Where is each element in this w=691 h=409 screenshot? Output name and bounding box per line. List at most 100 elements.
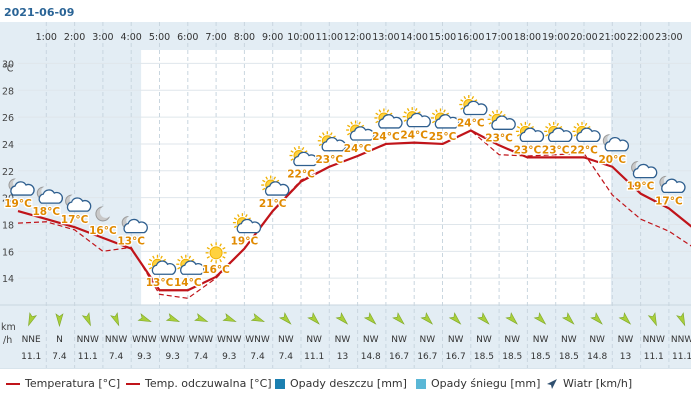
wind-arrow-icon: [647, 312, 657, 327]
wind-direction-label: NW: [504, 335, 520, 345]
wind-arrow-icon: [194, 313, 209, 323]
wind-arrow-shape: [647, 312, 657, 327]
sun-ray: [350, 121, 353, 125]
hour-label: 19:00: [542, 32, 569, 43]
sun-ray: [152, 255, 155, 259]
cloud-shape: [293, 151, 318, 167]
wind-direction-label: NW: [335, 335, 351, 345]
wind-arrow-shape: [448, 312, 462, 325]
wind-arrow-shape: [420, 312, 434, 325]
legend-swatch-snow: [416, 379, 426, 389]
temperature-point-label: 23°C: [485, 132, 513, 144]
night-cloudy-icon: [65, 194, 92, 212]
night-cloudy-icon: [631, 160, 658, 179]
sun-ray: [435, 109, 438, 113]
sun-ray: [431, 112, 436, 116]
sun-ray: [386, 109, 390, 113]
night-cloudy-icon: [8, 178, 35, 196]
cloud-shape: [661, 178, 686, 194]
wind-direction-label: N: [56, 335, 63, 345]
sun-ray: [329, 132, 333, 136]
wind-speed-label: 7.4: [194, 352, 209, 362]
sun-cloud-icon: [148, 254, 177, 275]
sun-ray: [177, 266, 181, 270]
wind-direction-label: NW: [618, 335, 634, 345]
legend-item-wind: Wiatr [km/h]: [546, 377, 632, 390]
wind-direction-label: WNW: [160, 335, 185, 345]
sun-ray: [499, 110, 503, 114]
sun-cloud-icon: [431, 108, 460, 129]
hour-label: 20:00: [570, 32, 597, 43]
temperature-point-label: 17°C: [61, 214, 89, 226]
sun-cloud-icon: [176, 254, 205, 275]
hour-label: 13:00: [372, 32, 399, 43]
wind-arrow-icon: [250, 313, 266, 323]
y-tick-label: 22: [2, 167, 14, 178]
wind-direction-label: NW: [363, 335, 379, 345]
night-cloudy-icon: [659, 175, 686, 194]
sun-ray: [265, 176, 269, 180]
wind-arrow-icon: [420, 312, 434, 325]
wind-direction-label: NW: [476, 335, 492, 345]
sun-ray: [375, 112, 379, 116]
hour-label: 11:00: [316, 32, 343, 43]
wind-speed-label: 9.3: [222, 352, 236, 362]
wind-direction-label: WNW: [132, 335, 157, 345]
sun-cloud-icon: [487, 109, 516, 130]
temperature-point-label: 23°C: [316, 154, 344, 166]
hour-label: 18:00: [514, 32, 541, 43]
wind-arrow-shape: [307, 312, 320, 325]
sun-ray: [262, 179, 266, 183]
wind-speed-label: 11.1: [304, 352, 324, 362]
wind-direction-label: NW: [391, 335, 407, 345]
wind-speed-label: 7.4: [250, 352, 265, 362]
wind-speed-label: 18.5: [474, 352, 494, 362]
temperature-point-label: 24°C: [400, 130, 428, 142]
cloud-shape: [66, 197, 92, 212]
wind-arrow-icon: [110, 312, 120, 327]
temperature-point-label: 13°C: [146, 277, 174, 289]
sun-ray: [233, 225, 238, 228]
sun-ray: [206, 256, 210, 259]
wind-speed-label: 16.7: [389, 352, 409, 362]
sun-ray: [375, 120, 379, 124]
wind-direction-label: WNW: [245, 335, 270, 345]
sun-ray: [573, 134, 577, 137]
cloud-shape: [123, 218, 148, 234]
temperature-point-label: 21°C: [259, 198, 287, 210]
temperature-point-label: 24°C: [372, 131, 400, 143]
temperature-point-label: 24°C: [344, 143, 372, 155]
wind-arrow-icon: [165, 313, 181, 323]
sun-ray: [406, 108, 410, 112]
wind-unit-label: /h: [3, 335, 12, 346]
y-tick-label: 30: [2, 59, 14, 70]
sun-ray: [520, 122, 523, 127]
wind-arrow-shape: [250, 313, 266, 323]
hour-label: 15:00: [429, 32, 456, 43]
wind-arrow-shape: [590, 312, 603, 325]
legend-label-wind: Wiatr [km/h]: [563, 377, 633, 390]
wind-arrow-shape: [137, 313, 152, 323]
wind-band: [0, 305, 691, 368]
sun-ray: [471, 95, 475, 100]
temperature-point-label: 16°C: [89, 225, 117, 237]
wind-arrow-shape: [194, 313, 209, 323]
wind-direction-label: NNW: [643, 335, 665, 345]
sun-ray: [403, 111, 407, 114]
legend-swatch-feels-like: [126, 383, 140, 385]
wind-speed-label: 14.8: [587, 352, 607, 362]
sun-ray: [573, 126, 577, 129]
sun-ray: [516, 126, 521, 129]
temperature-point-label: 17°C: [655, 195, 683, 207]
sun-ray: [545, 134, 549, 137]
sun-cloud-icon: [346, 120, 375, 141]
hour-label: 23:00: [655, 32, 682, 43]
sun-ray: [488, 121, 492, 125]
sun-ray: [516, 134, 521, 137]
wind-speed-label: 13: [620, 352, 631, 362]
wind-arrow-shape: [28, 312, 38, 327]
hour-label: 17:00: [485, 32, 512, 43]
hour-label: 9:00: [262, 32, 283, 43]
legend-label-feels-like: Temp. odczuwalna [°C]: [145, 377, 272, 390]
wind-speed-label: 7.4: [279, 352, 294, 362]
